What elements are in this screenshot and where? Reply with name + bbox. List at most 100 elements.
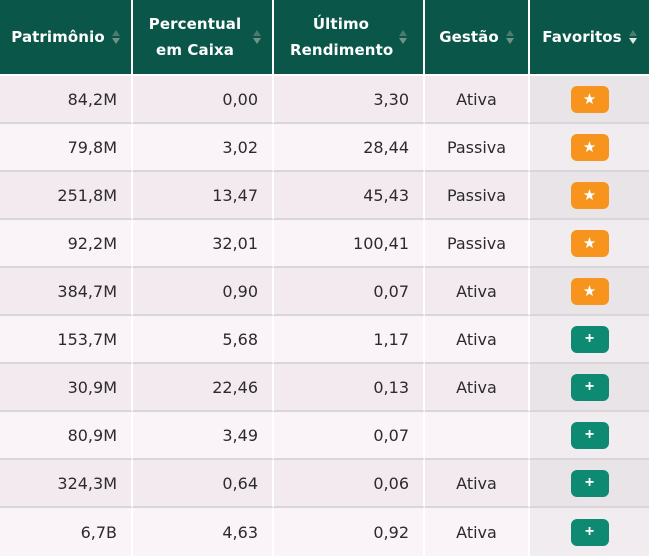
table-row: 153,7M 5,68 1,17 Ativa + [0,316,649,364]
cell-favoritos: ★ [530,172,649,220]
column-header-label: Percentual em Caixa [148,14,242,59]
cell-gestao: Ativa [425,316,530,364]
sort-up-arrow [399,30,407,36]
table-row: 84,2M 0,00 3,30 Ativa ★ [0,76,649,124]
plus-icon: + [584,329,595,347]
table-row: 6,7B 4,63 0,92 Ativa + [0,508,649,556]
cell-rendimento: 3,30 [274,76,425,124]
favorite-star-button[interactable]: ★ [570,181,609,209]
add-favorite-button[interactable]: + [570,421,609,449]
plus-icon: + [584,377,595,395]
column-header-label: Favoritos [542,27,622,46]
sort-up-arrow [505,30,514,36]
cell-patrimonio: 384,7M [0,268,133,316]
cell-percentual_caixa: 4,63 [133,508,274,556]
cell-favoritos: + [530,508,649,556]
table-row: 30,9M 22,46 0,13 Ativa + [0,364,649,412]
cell-favoritos: + [530,412,649,460]
cell-rendimento: 0,07 [274,412,425,460]
sort-up-arrow [253,30,261,36]
cell-gestao: Ativa [425,364,530,412]
cell-favoritos: ★ [530,124,649,172]
cell-patrimonio: 84,2M [0,76,133,124]
cell-gestao: Ativa [425,76,530,124]
sort-down-arrow [628,38,637,44]
cell-percentual_caixa: 0,64 [133,460,274,508]
cell-rendimento: 45,43 [274,172,425,220]
star-icon: ★ [582,186,597,204]
table-header: Patrimônio Percentual em Caixa Último Rend… [0,0,649,76]
cell-favoritos: ★ [530,220,649,268]
cell-gestao: Passiva [425,124,530,172]
table-body: 84,2M 0,00 3,30 Ativa ★ 79,8M 3,02 28,44 Passiva… [0,76,649,556]
cell-patrimonio: 153,7M [0,316,133,364]
cell-rendimento: 0,92 [274,508,425,556]
cell-percentual_caixa: 32,01 [133,220,274,268]
sort-down-arrow [253,38,261,44]
sort-down-arrow [111,38,120,44]
add-favorite-button[interactable]: + [570,373,609,401]
cell-percentual_caixa: 22,46 [133,364,274,412]
sort-icon [505,30,514,44]
column-header-percentual_caixa[interactable]: Percentual em Caixa [133,0,274,76]
cell-favoritos: + [530,460,649,508]
cell-percentual_caixa: 0,00 [133,76,274,124]
table-row: 79,8M 3,02 28,44 Passiva ★ [0,124,649,172]
star-icon: ★ [582,234,597,252]
sort-down-arrow [505,38,514,44]
star-icon: ★ [582,90,597,108]
column-header-label: Patrimônio [11,27,105,46]
sort-up-arrow [111,30,120,36]
favorite-star-button[interactable]: ★ [570,229,609,257]
cell-patrimonio: 324,3M [0,460,133,508]
cell-rendimento: 1,17 [274,316,425,364]
column-header-rendimento[interactable]: Último Rendimento [274,0,425,76]
cell-percentual_caixa: 5,68 [133,316,274,364]
column-header-label: Gestão [439,27,499,46]
cell-percentual_caixa: 3,49 [133,412,274,460]
column-header-patrimonio[interactable]: Patrimônio [0,0,133,76]
table-row: 92,2M 32,01 100,41 Passiva ★ [0,220,649,268]
table-row: 80,9M 3,49 0,07 + [0,412,649,460]
table-row: 324,3M 0,64 0,06 Ativa + [0,460,649,508]
cell-favoritos: + [530,364,649,412]
table-row: 251,8M 13,47 45,43 Passiva ★ [0,172,649,220]
table-row: 384,7M 0,90 0,07 Ativa ★ [0,268,649,316]
cell-rendimento: 28,44 [274,124,425,172]
favorite-star-button[interactable]: ★ [570,133,609,161]
plus-icon: + [584,522,595,540]
add-favorite-button[interactable]: + [570,469,609,497]
cell-favoritos: + [530,316,649,364]
cell-patrimonio: 80,9M [0,412,133,460]
column-header-favoritos[interactable]: Favoritos [530,0,649,76]
add-favorite-button[interactable]: + [570,325,609,353]
column-header-label: Último Rendimento [290,14,394,59]
sort-icon [253,30,261,44]
star-icon: ★ [582,282,597,300]
sort-icon [399,30,407,44]
sort-up-arrow [628,30,637,36]
sort-icon [111,30,120,44]
cell-rendimento: 0,06 [274,460,425,508]
plus-icon: + [584,425,595,443]
cell-patrimonio: 6,7B [0,508,133,556]
sort-icon [628,30,637,44]
star-icon: ★ [582,138,597,156]
favorite-star-button[interactable]: ★ [570,277,609,305]
cell-gestao: Passiva [425,172,530,220]
cell-percentual_caixa: 0,90 [133,268,274,316]
cell-patrimonio: 30,9M [0,364,133,412]
cell-patrimonio: 92,2M [0,220,133,268]
cell-gestao [425,412,530,460]
cell-favoritos: ★ [530,76,649,124]
sort-down-arrow [399,38,407,44]
cell-rendimento: 0,07 [274,268,425,316]
cell-patrimonio: 79,8M [0,124,133,172]
favorite-star-button[interactable]: ★ [570,85,609,113]
column-header-gestao[interactable]: Gestão [425,0,530,76]
cell-gestao: Ativa [425,268,530,316]
add-favorite-button[interactable]: + [570,518,609,546]
cell-percentual_caixa: 3,02 [133,124,274,172]
cell-gestao: Passiva [425,220,530,268]
